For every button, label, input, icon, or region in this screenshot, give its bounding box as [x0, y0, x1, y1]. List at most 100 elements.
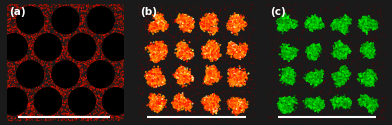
Point — [149, 45, 156, 47]
Point — [373, 36, 379, 38]
Point — [281, 25, 288, 27]
Point — [186, 24, 192, 26]
Point — [209, 54, 215, 56]
Point — [201, 21, 207, 23]
Point — [313, 25, 319, 27]
Point — [231, 49, 237, 51]
Point — [236, 53, 242, 55]
Point — [341, 101, 347, 103]
Point — [49, 92, 56, 94]
Point — [109, 24, 115, 26]
Point — [185, 54, 191, 56]
Point — [205, 27, 212, 29]
Point — [282, 76, 289, 78]
Point — [157, 21, 163, 23]
Point — [155, 101, 162, 103]
Point — [190, 26, 196, 28]
Point — [180, 47, 187, 49]
Point — [343, 23, 349, 25]
Point — [287, 23, 293, 25]
Point — [285, 76, 291, 78]
Point — [361, 100, 367, 102]
Point — [288, 74, 294, 76]
Point — [207, 73, 213, 75]
Point — [278, 21, 284, 23]
Point — [208, 17, 214, 19]
Point — [367, 80, 373, 82]
Point — [205, 68, 212, 70]
Point — [89, 64, 96, 66]
Point — [281, 26, 287, 28]
Point — [203, 78, 210, 80]
Point — [146, 77, 152, 79]
Point — [158, 26, 164, 28]
Point — [201, 24, 207, 26]
Point — [284, 72, 290, 74]
Point — [234, 80, 240, 82]
Point — [36, 5, 42, 7]
Point — [206, 26, 212, 28]
Point — [176, 92, 182, 94]
Point — [155, 74, 161, 76]
Point — [176, 96, 182, 98]
Point — [312, 73, 319, 75]
Point — [332, 20, 339, 22]
Point — [283, 46, 290, 48]
Point — [178, 53, 185, 55]
Point — [210, 102, 216, 104]
Point — [205, 105, 212, 107]
Point — [287, 55, 293, 57]
Point — [182, 21, 189, 23]
Point — [135, 88, 142, 90]
Point — [199, 54, 205, 56]
Point — [209, 52, 215, 54]
Point — [366, 51, 372, 53]
Point — [160, 46, 167, 48]
Point — [80, 76, 87, 78]
Point — [152, 103, 159, 105]
Point — [305, 56, 312, 58]
Point — [232, 100, 238, 102]
Point — [177, 51, 183, 53]
Point — [179, 45, 185, 47]
Point — [233, 105, 240, 107]
Point — [283, 28, 290, 30]
Point — [175, 104, 181, 106]
Point — [235, 80, 241, 82]
Point — [345, 102, 352, 104]
Point — [151, 26, 157, 28]
Point — [319, 25, 325, 27]
Point — [346, 19, 352, 21]
Point — [151, 75, 158, 77]
Point — [236, 46, 242, 48]
Point — [209, 39, 216, 41]
Point — [248, 100, 254, 102]
Point — [336, 55, 343, 57]
Point — [368, 77, 375, 79]
Point — [149, 106, 156, 108]
Point — [147, 24, 154, 26]
Point — [65, 99, 71, 101]
Point — [94, 98, 101, 100]
Point — [211, 23, 217, 25]
Point — [31, 59, 37, 61]
Point — [50, 86, 56, 88]
Point — [281, 100, 288, 102]
Point — [181, 55, 187, 57]
Point — [209, 98, 215, 100]
Point — [159, 24, 165, 26]
Point — [95, 81, 102, 83]
Point — [200, 17, 207, 19]
Point — [163, 21, 169, 23]
Point — [41, 58, 47, 60]
Point — [145, 72, 152, 74]
Point — [208, 76, 214, 78]
Point — [359, 73, 365, 75]
Point — [180, 73, 186, 75]
Point — [339, 68, 346, 70]
Point — [230, 98, 236, 100]
Point — [80, 72, 86, 74]
Point — [110, 56, 116, 58]
Point — [182, 26, 189, 28]
Point — [163, 46, 169, 48]
